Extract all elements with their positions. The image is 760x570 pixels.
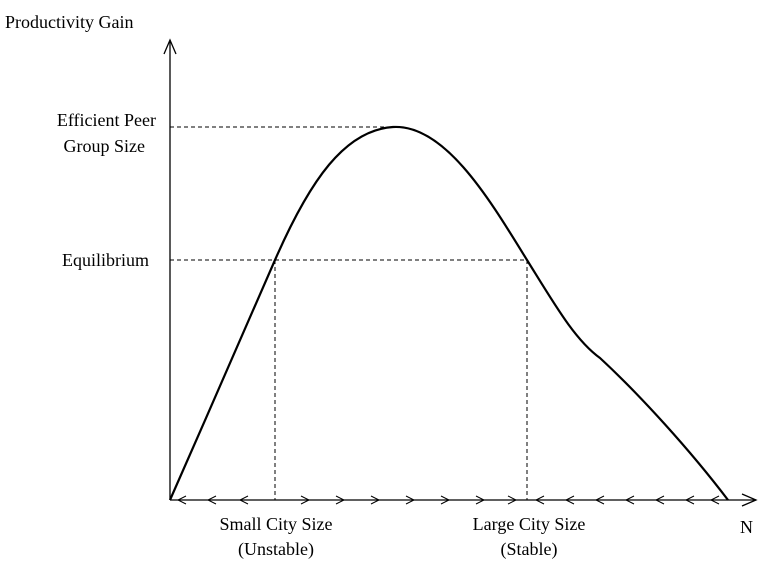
stability-arrow	[370, 495, 381, 505]
city-size-label: Large City Size	[473, 514, 586, 534]
level-label: Efficient Peer	[57, 110, 156, 130]
stability-arrow	[300, 495, 311, 505]
level-label: Group Size	[64, 136, 145, 156]
stability-arrow	[654, 495, 665, 505]
stability-arrow	[238, 495, 249, 505]
y-axis-arrow	[163, 38, 177, 55]
city-size-label: Small City Size	[219, 514, 332, 534]
stability-arrow	[335, 495, 346, 505]
x-axis-arrow	[741, 493, 758, 507]
stability-arrow	[684, 495, 695, 505]
x-axis-label: N	[740, 517, 753, 537]
stability-arrow	[405, 495, 416, 505]
stability-arrow	[564, 495, 575, 505]
stability-arrow	[440, 495, 451, 505]
stability-arrow	[534, 495, 545, 505]
stability-arrow	[507, 495, 518, 505]
city-size-label: (Stable)	[501, 539, 558, 560]
stability-arrow	[709, 495, 720, 505]
y-axis-label: Productivity Gain	[5, 12, 134, 32]
stability-arrow	[624, 495, 635, 505]
stability-arrow	[475, 495, 486, 505]
stability-arrow	[594, 495, 605, 505]
stability-arrow	[206, 495, 217, 505]
stability-arrow	[176, 495, 187, 505]
stability-arrows	[176, 495, 720, 505]
productivity-curve	[168, 125, 729, 501]
city-size-label: (Unstable)	[238, 539, 314, 560]
level-label: Equilibrium	[62, 250, 149, 270]
